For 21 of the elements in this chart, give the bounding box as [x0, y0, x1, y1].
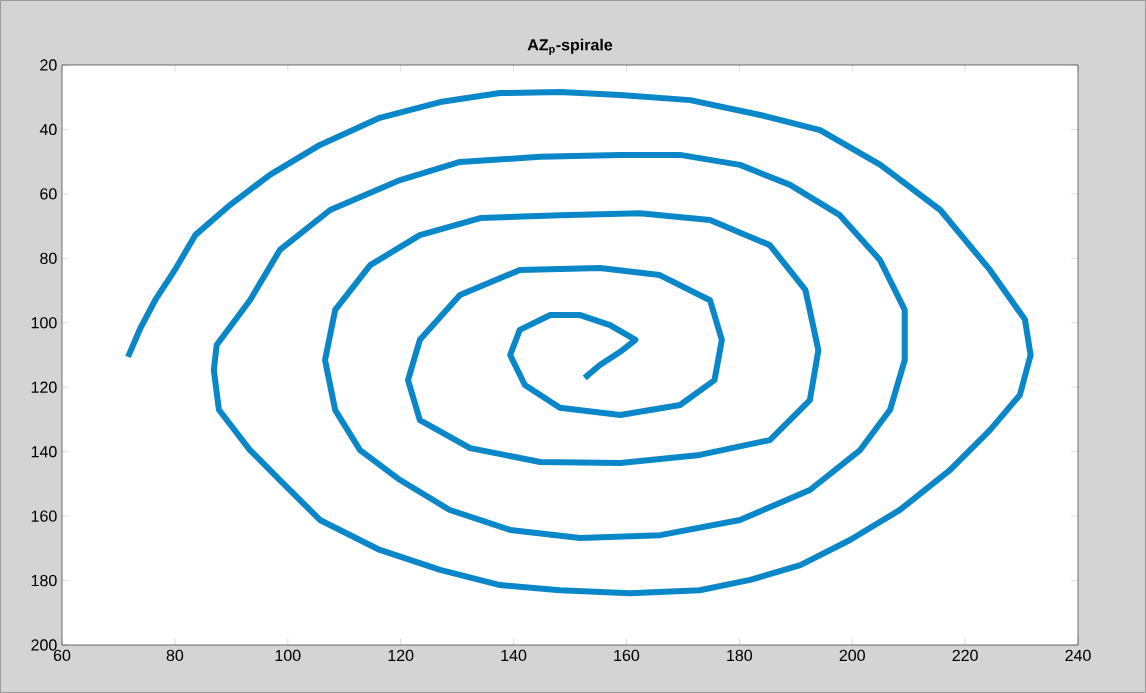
chart-title: AZ$_{p}$-spirale [527, 38, 613, 55]
y-tick-label: 40 [39, 123, 57, 136]
x-tick-label: 60 [53, 649, 71, 662]
y-tick-label: 60 [40, 188, 57, 200]
x-tick-label: 240 [1065, 649, 1091, 662]
x-tick-label: 120 [388, 649, 414, 662]
x-tick-label: 80 [166, 649, 184, 662]
y-tick-label: 100 [31, 317, 57, 329]
y-tick-label: 120 [31, 381, 57, 393]
y-tick-label: 20 [40, 59, 57, 71]
x-tick-label: 200 [839, 649, 865, 662]
x-tick-label: 140 [501, 649, 527, 662]
x-tick-label: 180 [727, 649, 753, 662]
y-tick-label: 200 [31, 639, 57, 651]
y-tick-label: 140 [31, 446, 57, 458]
x-tick-label: 220 [952, 649, 978, 662]
x-tick-label: 160 [614, 649, 640, 662]
x-tick-label: 100 [275, 649, 301, 662]
y-tick-label: 80 [40, 252, 57, 264]
y-tick-label: 160 [31, 510, 57, 522]
y-tick-label: 180 [31, 574, 57, 587]
